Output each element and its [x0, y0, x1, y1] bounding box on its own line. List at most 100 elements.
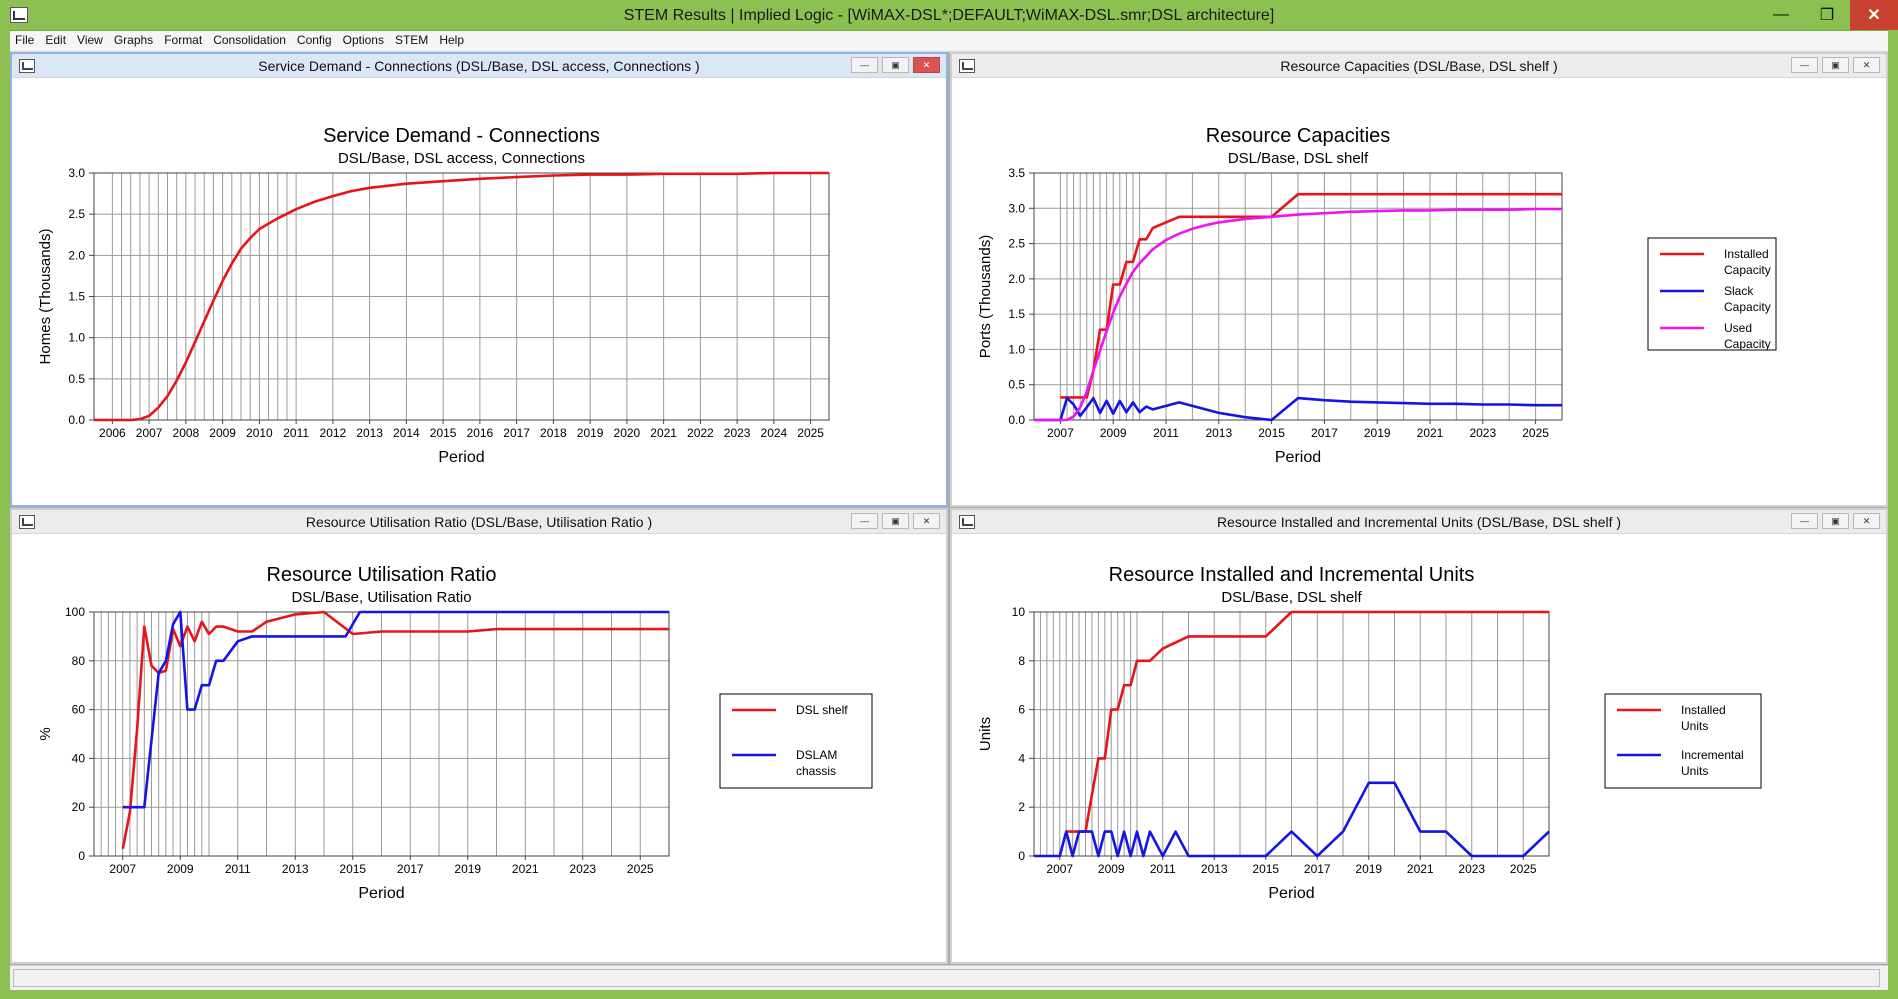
child-close-button[interactable]: ✕	[913, 513, 940, 529]
x-tick-label: 2025	[797, 426, 824, 440]
y-axis-label: Homes (Thousands)	[37, 229, 54, 365]
menu-stem[interactable]: STEM	[394, 33, 429, 47]
x-tick-label: 2022	[687, 426, 714, 440]
installed-units-chart: Resource Installed and Incremental Units…	[977, 564, 1762, 902]
y-tick-label: 10	[1012, 605, 1026, 619]
menu-format[interactable]: Format	[164, 33, 203, 47]
x-tick-label: 2019	[577, 426, 604, 440]
legend-label: chassis	[796, 764, 836, 778]
child-close-button[interactable]: ✕	[1853, 513, 1880, 529]
y-axis-label: Ports (Thousands)	[977, 235, 994, 358]
menu-consolidation[interactable]: Consolidation	[213, 33, 286, 47]
child-close-button[interactable]: ✕	[913, 57, 940, 73]
status-bar-pane	[13, 969, 1880, 987]
x-tick-label: 2015	[430, 426, 457, 440]
chart-window-controls: — ▣ ✕	[851, 513, 940, 529]
menu-file[interactable]: File	[15, 33, 35, 47]
y-tick-label: 0.0	[68, 413, 85, 427]
chart-title: Service Demand - Connections	[323, 125, 600, 147]
x-tick-label: 2021	[650, 426, 677, 440]
close-button[interactable]: ✕	[1850, 0, 1898, 30]
x-tick-label: 2011	[283, 426, 309, 440]
chart-window-installed-units[interactable]: Resource Installed and Incremental Units…	[950, 508, 1888, 964]
chart-window-icon[interactable]	[19, 515, 35, 529]
y-tick-label: 3.0	[1008, 201, 1025, 215]
x-tick-label: 2023	[569, 862, 596, 876]
x-tick-label: 2015	[339, 862, 366, 876]
legend-label: Capacity	[1724, 263, 1771, 277]
chart-window-title: Resource Utilisation Ratio (DSL/Base, Ut…	[305, 514, 653, 530]
y-tick-label: 0.5	[1008, 378, 1025, 392]
chart-title: Resource Installed and Incremental Units	[1109, 564, 1475, 586]
chart-window-service-demand[interactable]: Service Demand - Connections (DSL/Base, …	[10, 52, 948, 507]
series-line-1	[121, 610, 669, 849]
legend-box	[1647, 237, 1777, 351]
window-title: STEM Results | Implied Logic - [WiMAX-DS…	[623, 7, 1275, 24]
restore-button[interactable]: ❐	[1819, 7, 1835, 24]
y-tick-label: 1.5	[68, 290, 85, 304]
app-chart-icon[interactable]	[10, 7, 28, 23]
x-tick-label: 2021	[512, 862, 539, 876]
series-line-3	[1034, 207, 1562, 422]
chart-window-title: Resource Capacities (DSL/Base, DSL shelf…	[1280, 58, 1558, 74]
resource-capacities-chart: Resource Capacities DSL/Base, DSL shelf 0.…	[977, 125, 1777, 466]
x-tick-label: 2013	[282, 862, 309, 876]
child-restore-button[interactable]: ▣	[882, 513, 909, 529]
legend-label: Slack	[1724, 284, 1754, 298]
x-tick-label: 2009	[1098, 862, 1125, 876]
child-minimize-button[interactable]: —	[851, 513, 878, 529]
menu-help[interactable]: Help	[439, 33, 464, 47]
menu-graphs[interactable]: Graphs	[113, 33, 154, 47]
y-tick-label: 3.0	[68, 166, 85, 180]
x-tick-label: 2016	[467, 426, 494, 440]
x-tick-label: 2011	[225, 862, 251, 876]
x-tick-label: 2018	[540, 426, 567, 440]
chart-window-title-bar[interactable]: Resource Utilisation Ratio (DSL/Base, Ut…	[12, 510, 946, 534]
x-tick-label: 2009	[209, 426, 236, 440]
legend-label: Capacity	[1724, 337, 1771, 351]
x-axis-label: Period	[1275, 449, 1321, 466]
child-restore-button[interactable]: ▣	[1822, 513, 1849, 529]
chart-subtitle: DSL/Base, DSL shelf	[1228, 150, 1369, 167]
chart-window-controls: — ▣ ✕	[851, 57, 940, 73]
x-tick-label: 2009	[167, 862, 194, 876]
series-line-2	[122, 610, 669, 809]
y-tick-label: 1.5	[1008, 307, 1025, 321]
chart-window-title-bar[interactable]: Service Demand - Connections (DSL/Base, …	[12, 54, 946, 78]
chart-subtitle: DSL/Base, DSL access, Connections	[338, 150, 585, 167]
menu-edit[interactable]: Edit	[45, 33, 67, 47]
x-tick-label: 2007	[1046, 862, 1073, 876]
x-tick-label: 2017	[397, 862, 424, 876]
x-tick-label: 2019	[454, 862, 481, 876]
series-line-2	[1034, 396, 1562, 422]
menu-options[interactable]: Options	[342, 33, 384, 47]
window-controls: — ❐ ✕	[1758, 0, 1898, 30]
child-close-button[interactable]: ✕	[1853, 57, 1880, 73]
chart-window-title-bar[interactable]: Resource Installed and Incremental Units…	[952, 510, 1886, 534]
y-tick-label: 60	[72, 703, 86, 717]
legend-label: Installed	[1681, 703, 1726, 717]
child-restore-button[interactable]: ▣	[1822, 57, 1849, 73]
chart-window-utilisation-ratio[interactable]: Resource Utilisation Ratio (DSL/Base, Ut…	[10, 508, 948, 964]
chart-window-icon[interactable]	[19, 59, 35, 73]
x-tick-label: 2012	[320, 426, 347, 440]
menu-view[interactable]: View	[77, 33, 103, 47]
chart-window-icon[interactable]	[959, 59, 975, 73]
child-restore-button[interactable]: ▣	[882, 57, 909, 73]
x-tick-label: 2017	[1304, 862, 1331, 876]
minimize-button[interactable]: —	[1773, 6, 1789, 23]
chart-window-icon[interactable]	[959, 515, 975, 529]
chart-window-resource-capacities[interactable]: Resource Capacities (DSL/Base, DSL shelf…	[950, 52, 1888, 507]
x-tick-label: 2025	[1510, 862, 1537, 876]
app-title-bar: STEM Results | Implied Logic - [WiMAX-DS…	[0, 0, 1898, 31]
chart-window-title: Service Demand - Connections (DSL/Base, …	[258, 58, 700, 74]
child-minimize-button[interactable]: —	[851, 57, 878, 73]
chart-window-controls: — ▣ ✕	[1791, 57, 1880, 73]
child-minimize-button[interactable]: —	[1791, 57, 1818, 73]
menu-config[interactable]: Config	[296, 33, 332, 47]
child-minimize-button[interactable]: —	[1791, 513, 1818, 529]
x-tick-label: 2019	[1355, 862, 1382, 876]
legend-label: DSLAM	[796, 748, 837, 762]
window-frame-bottom	[0, 990, 1898, 999]
chart-window-title-bar[interactable]: Resource Capacities (DSL/Base, DSL shelf…	[952, 54, 1886, 78]
